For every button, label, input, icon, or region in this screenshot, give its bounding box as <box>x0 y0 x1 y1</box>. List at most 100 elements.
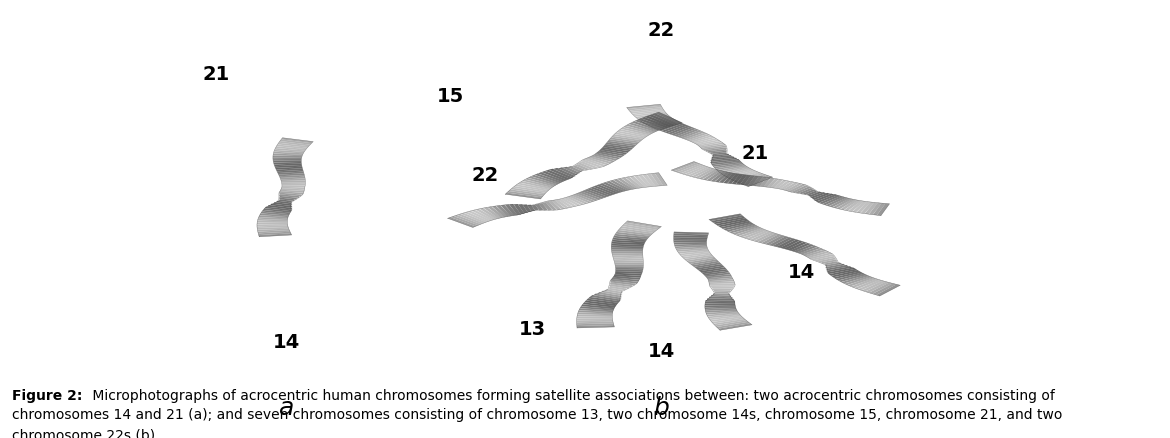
Polygon shape <box>461 213 487 224</box>
Polygon shape <box>748 177 759 186</box>
Polygon shape <box>684 255 714 261</box>
Polygon shape <box>563 167 580 175</box>
Polygon shape <box>706 311 738 315</box>
Polygon shape <box>641 118 669 128</box>
Polygon shape <box>586 158 610 166</box>
Polygon shape <box>261 212 289 216</box>
Polygon shape <box>698 170 718 180</box>
Polygon shape <box>621 128 651 136</box>
Polygon shape <box>725 170 755 178</box>
Polygon shape <box>535 205 543 211</box>
Polygon shape <box>702 269 728 275</box>
Polygon shape <box>501 205 515 216</box>
Polygon shape <box>577 314 612 317</box>
Polygon shape <box>753 233 776 242</box>
Polygon shape <box>647 119 674 127</box>
Polygon shape <box>723 173 737 184</box>
Polygon shape <box>704 273 730 277</box>
Polygon shape <box>613 135 644 141</box>
Polygon shape <box>615 267 644 268</box>
Polygon shape <box>514 205 524 215</box>
Polygon shape <box>688 258 716 264</box>
Polygon shape <box>690 136 713 143</box>
Polygon shape <box>621 178 639 189</box>
Polygon shape <box>655 113 682 124</box>
Polygon shape <box>634 176 648 188</box>
Polygon shape <box>706 300 735 303</box>
Polygon shape <box>557 199 573 208</box>
Polygon shape <box>614 263 644 265</box>
Polygon shape <box>710 152 727 155</box>
Polygon shape <box>709 282 735 284</box>
Polygon shape <box>538 173 565 183</box>
Polygon shape <box>454 215 481 226</box>
Polygon shape <box>263 209 291 213</box>
Polygon shape <box>709 297 732 299</box>
Polygon shape <box>531 176 560 185</box>
Polygon shape <box>626 177 642 189</box>
Polygon shape <box>612 254 642 256</box>
Polygon shape <box>861 281 886 292</box>
Polygon shape <box>566 197 584 205</box>
Polygon shape <box>841 275 869 284</box>
Polygon shape <box>640 116 669 122</box>
Polygon shape <box>710 159 739 164</box>
Polygon shape <box>278 200 292 203</box>
Polygon shape <box>604 145 633 150</box>
Polygon shape <box>743 176 770 186</box>
Polygon shape <box>274 162 302 165</box>
Polygon shape <box>709 284 735 286</box>
Polygon shape <box>273 156 302 159</box>
Polygon shape <box>612 240 645 244</box>
Polygon shape <box>706 310 737 313</box>
Polygon shape <box>580 160 603 168</box>
Polygon shape <box>603 183 625 193</box>
Polygon shape <box>714 319 746 325</box>
Polygon shape <box>505 193 542 200</box>
Polygon shape <box>468 211 491 222</box>
Polygon shape <box>797 246 817 254</box>
Polygon shape <box>276 167 303 170</box>
Polygon shape <box>819 196 841 205</box>
Polygon shape <box>677 130 698 138</box>
Polygon shape <box>264 207 292 212</box>
Polygon shape <box>697 142 722 147</box>
Polygon shape <box>267 205 292 210</box>
Polygon shape <box>655 173 667 186</box>
Polygon shape <box>612 238 646 242</box>
Polygon shape <box>622 225 658 232</box>
Polygon shape <box>555 200 569 209</box>
Polygon shape <box>773 238 792 247</box>
Polygon shape <box>553 169 576 178</box>
Polygon shape <box>721 168 750 175</box>
Polygon shape <box>762 235 782 244</box>
Polygon shape <box>276 145 308 150</box>
Polygon shape <box>680 131 702 139</box>
Polygon shape <box>612 252 642 254</box>
Polygon shape <box>600 149 627 155</box>
Polygon shape <box>801 249 824 256</box>
Polygon shape <box>608 285 629 289</box>
Polygon shape <box>624 127 653 135</box>
Polygon shape <box>276 201 292 205</box>
Polygon shape <box>577 320 613 322</box>
Polygon shape <box>275 166 302 169</box>
Polygon shape <box>739 175 766 185</box>
Polygon shape <box>723 169 752 177</box>
Polygon shape <box>579 162 598 169</box>
Polygon shape <box>515 185 549 192</box>
Polygon shape <box>511 188 546 195</box>
Polygon shape <box>277 144 309 148</box>
Polygon shape <box>257 219 288 222</box>
Polygon shape <box>711 156 732 159</box>
Polygon shape <box>817 195 838 203</box>
Polygon shape <box>653 121 679 129</box>
Polygon shape <box>736 227 762 237</box>
Polygon shape <box>684 166 708 176</box>
Polygon shape <box>723 223 753 231</box>
Polygon shape <box>704 308 736 311</box>
Polygon shape <box>878 204 889 216</box>
Polygon shape <box>273 154 303 157</box>
Polygon shape <box>655 122 680 131</box>
Polygon shape <box>282 184 305 186</box>
